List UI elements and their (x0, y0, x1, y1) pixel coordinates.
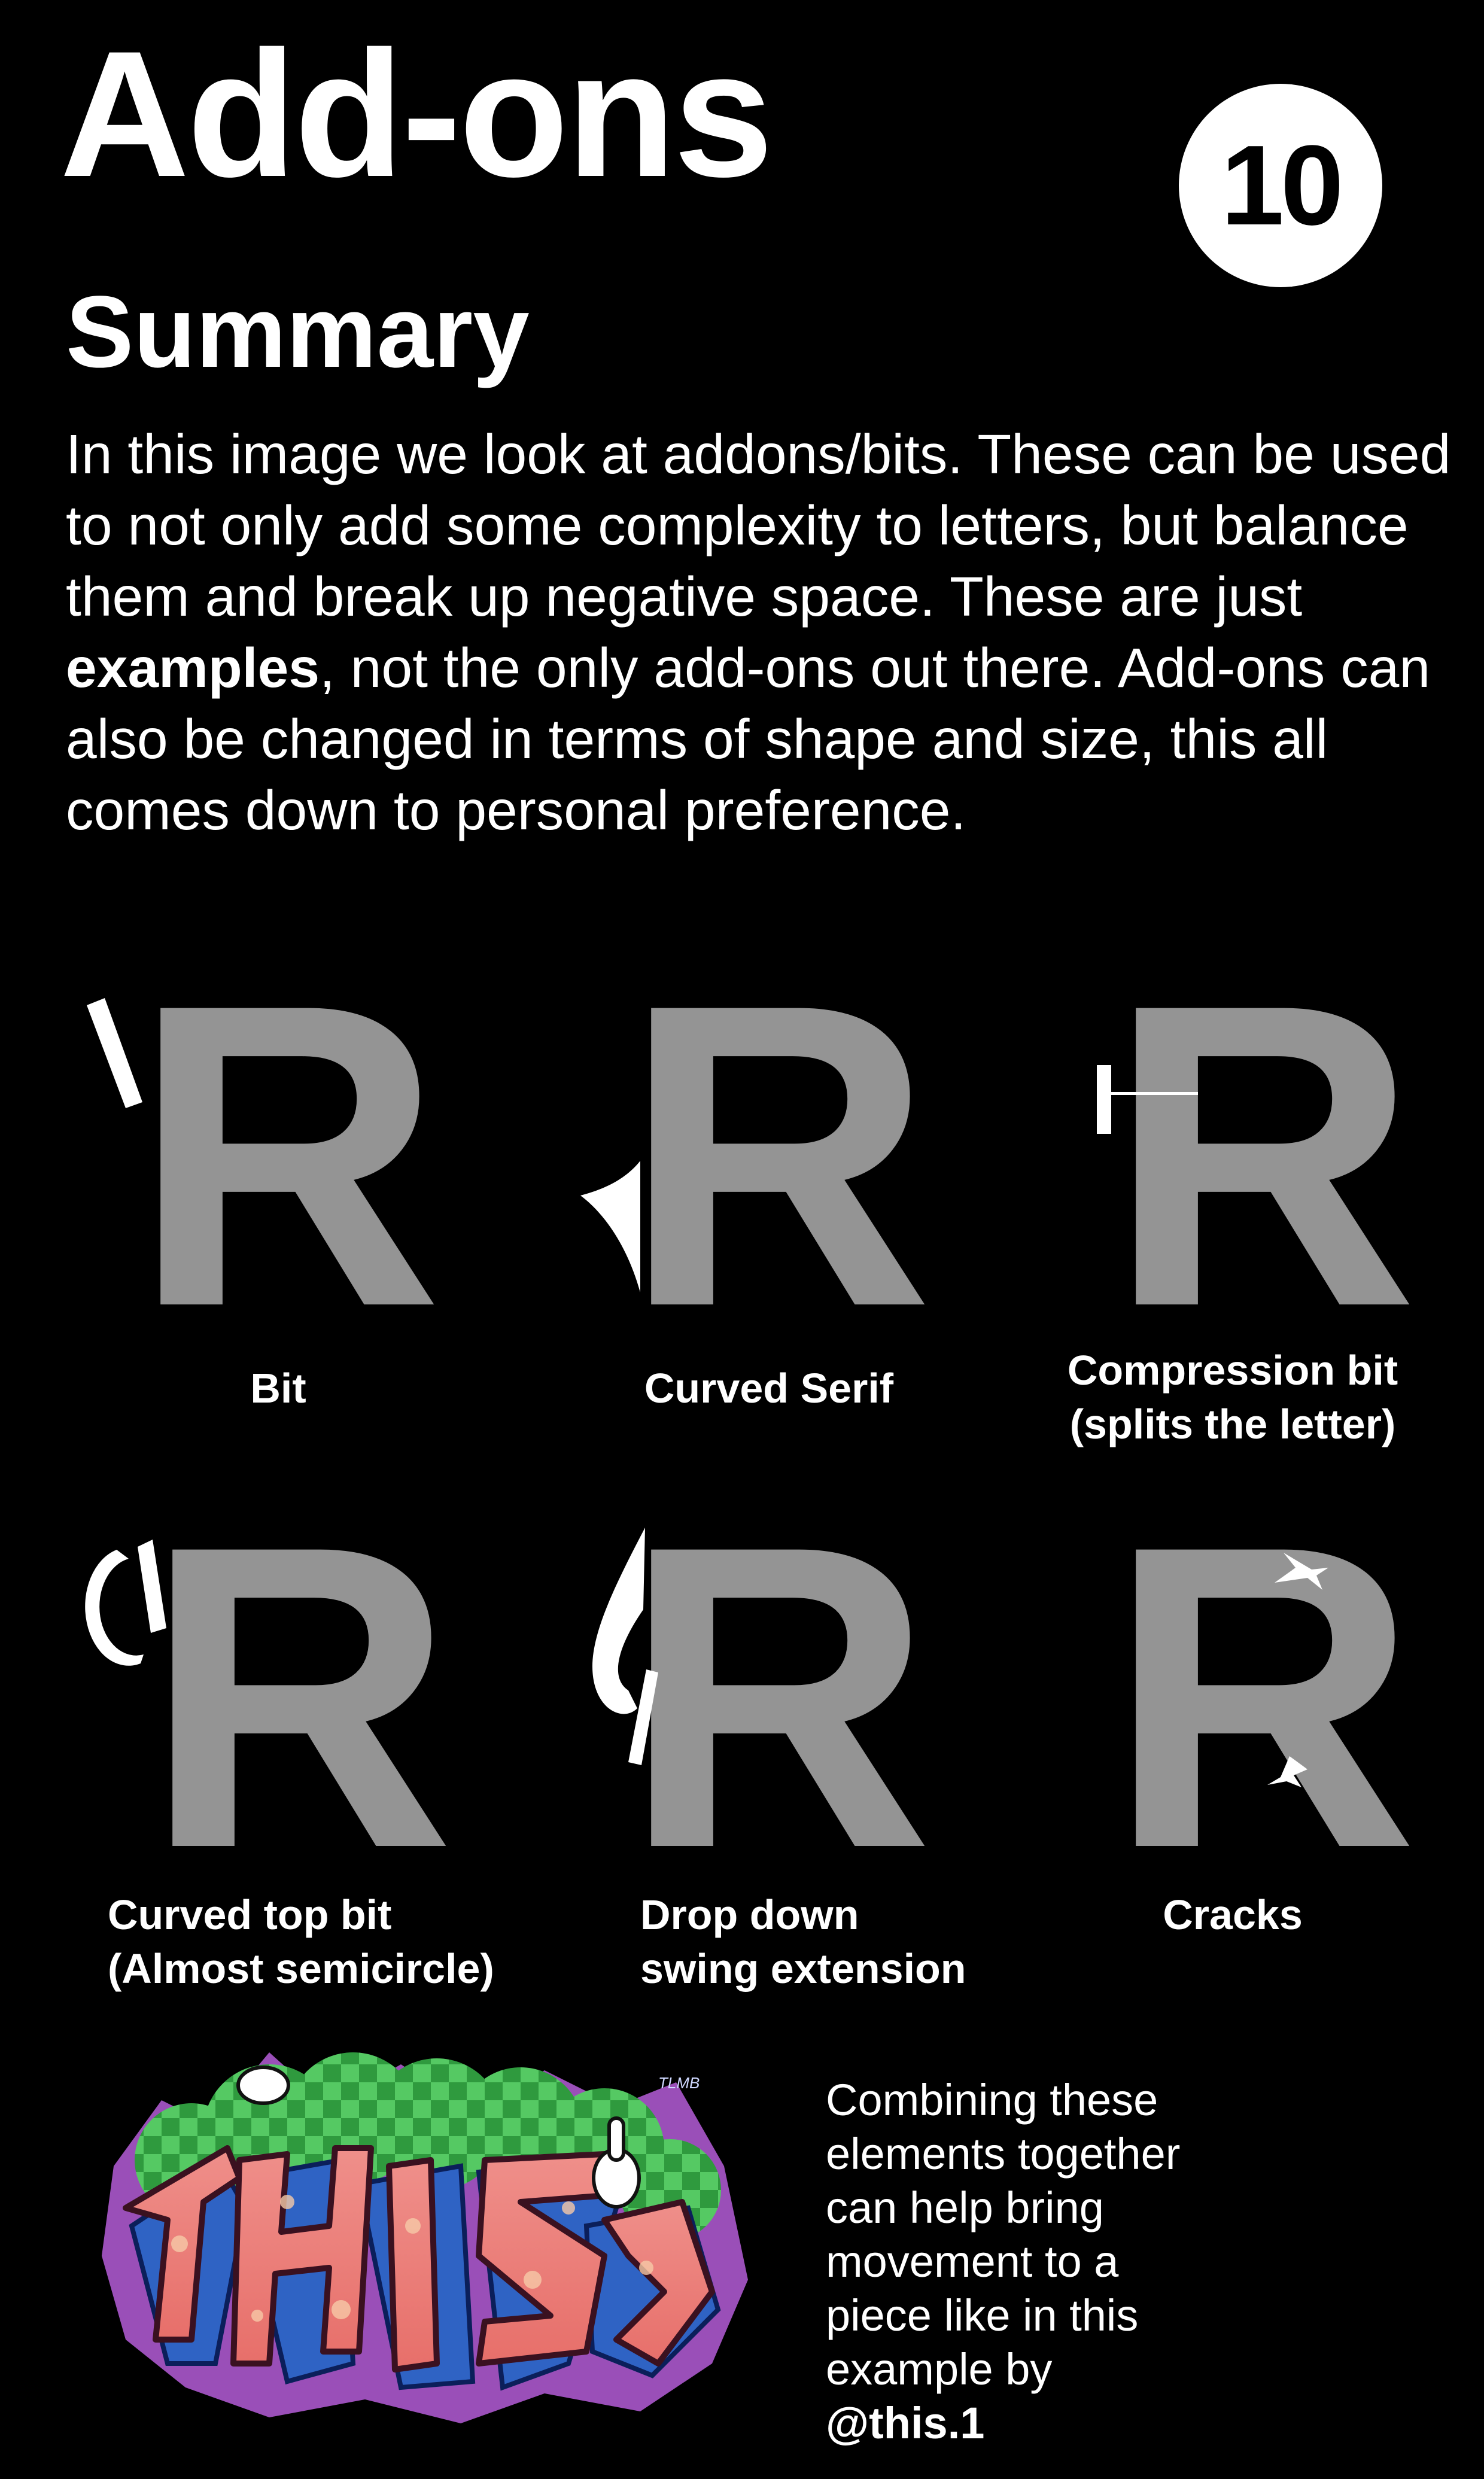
combining-line: piece like in this (826, 2291, 1139, 2340)
letter-r: R (622, 914, 933, 1396)
curved-top-bit-bar (138, 1540, 166, 1633)
example-compression-bit-letter: R (1077, 914, 1448, 1396)
swing-extension-shape (592, 1528, 645, 1714)
artist-credit: @this.1 (826, 2398, 985, 2448)
curved-serif-addon-shape (580, 1161, 640, 1292)
caption-drop-down-swing: Drop down swing extension (640, 1888, 1059, 1996)
caption-line: Compression bit (1067, 1347, 1398, 1394)
drop-down-bar-shape (628, 1669, 658, 1765)
bit-addon-shape (87, 998, 142, 1108)
caption-bit: Bit (159, 1361, 398, 1415)
caption-line: swing extension (640, 1945, 966, 1992)
letter-r: R (144, 1456, 455, 1937)
example-drop-down-swing-letter: R (592, 1456, 963, 1937)
letter-r: R (1107, 1456, 1418, 1937)
example-curved-serif-letter: R (580, 914, 963, 1396)
combining-line: can help bring (826, 2183, 1104, 2232)
caption-compression-bit: Compression bit (splits the letter) (1038, 1343, 1427, 1451)
summary-paragraph: In this image we look at addons/bits. Th… (66, 419, 1460, 846)
caption-curved-top-bit: Curved top bit (Almost semicircle) (108, 1888, 586, 1996)
curved-top-bit-shape (85, 1550, 144, 1666)
caption-curved-serif: Curved Serif (598, 1361, 939, 1415)
letter-r: R (132, 914, 443, 1396)
combining-prefix: example by (826, 2344, 1053, 2394)
crack-shape-bottom (1267, 1756, 1307, 1787)
combining-note: Combining these elements together can he… (826, 2073, 1454, 2450)
graffiti-tag: TLMB (658, 2074, 700, 2092)
caption-cracks: Cracks (1113, 1888, 1352, 1942)
summary-text-end: , not the only add-ons out there. Add-on… (66, 637, 1431, 841)
combining-line: elements together (826, 2129, 1181, 2179)
letter-r: R (622, 1456, 933, 1937)
page-number-badge: 10 (1179, 84, 1382, 287)
caption-line: (splits the letter) (1069, 1401, 1396, 1447)
example-cracks-letter: R (1077, 1456, 1448, 1937)
summary-text-start: In this image we look at addons/bits. Th… (66, 423, 1451, 628)
combining-line-last: example by @this.1 (826, 2343, 1454, 2450)
letter-r: R (1107, 914, 1418, 1396)
example-curved-top-bit-letter: R (85, 1456, 485, 1937)
combining-line: Combining these (826, 2075, 1158, 2125)
combining-line: movement to a (826, 2237, 1119, 2286)
caption-line: Curved Serif (644, 1365, 894, 1412)
crack-shape-top (1275, 1553, 1328, 1590)
caption-line: Bit (250, 1365, 306, 1412)
example-bit-letter: R (87, 914, 473, 1396)
caption-line: Curved top bit (108, 1891, 392, 1938)
graffiti-piece-image: TLMB (90, 2028, 754, 2429)
compression-split-line (1111, 1092, 1198, 1095)
caption-line: Cracks (1163, 1891, 1303, 1938)
caption-line: (Almost semicircle) (108, 1945, 494, 1992)
compression-bit-shape (1097, 1065, 1111, 1134)
page-title: Add-ons (60, 13, 773, 214)
section-title: Summary (66, 275, 530, 389)
caption-line: Drop down (640, 1891, 859, 1938)
summary-emphasis: examples (66, 637, 320, 699)
